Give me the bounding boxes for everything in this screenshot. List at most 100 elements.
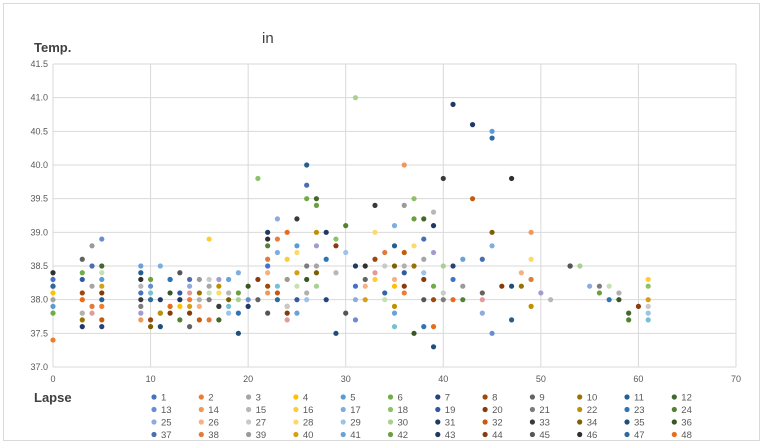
data-point-29 xyxy=(304,297,310,303)
data-point-9 xyxy=(187,324,193,330)
x-tick-label: 20 xyxy=(243,374,253,384)
data-point-31 xyxy=(79,324,85,330)
data-point-6 xyxy=(79,270,85,276)
legend-marker-20 xyxy=(482,406,488,413)
data-point-14 xyxy=(401,162,407,168)
legend-marker-24 xyxy=(671,406,677,413)
data-point-21 xyxy=(440,297,446,303)
data-point-39 xyxy=(196,276,202,283)
legend-label-26: 26 xyxy=(208,418,219,429)
data-point-52 xyxy=(430,249,437,256)
data-point-8 xyxy=(147,317,154,323)
legend-marker-5 xyxy=(340,394,346,400)
data-point-25 xyxy=(352,297,359,303)
data-point-3 xyxy=(89,283,95,289)
data-point-34 xyxy=(226,297,232,303)
data-point-25 xyxy=(187,283,193,289)
data-point-31 xyxy=(450,101,456,107)
data-point-32 xyxy=(469,196,476,202)
data-point-51 xyxy=(99,270,105,276)
legend-marker-26 xyxy=(198,419,204,425)
data-point-4 xyxy=(391,283,398,289)
data-point-11 xyxy=(508,317,515,323)
data-point-41 xyxy=(226,276,232,283)
legend-marker-34 xyxy=(577,419,583,425)
data-point-50 xyxy=(89,310,95,316)
legend-marker-16 xyxy=(293,406,299,413)
data-point-52 xyxy=(216,276,222,283)
data-point-49 xyxy=(79,310,85,316)
data-point-28 xyxy=(528,256,534,262)
data-point-33 xyxy=(440,175,446,182)
legend-label-4: 4 xyxy=(303,393,308,404)
y-tick-label: 40.0 xyxy=(30,160,48,170)
legend-label-48: 48 xyxy=(681,430,692,441)
data-point-2 xyxy=(274,236,281,242)
data-point-50 xyxy=(479,297,485,303)
data-point-43 xyxy=(157,297,163,303)
legend-marker-25 xyxy=(151,419,157,425)
legend-label-20: 20 xyxy=(492,405,503,416)
data-point-21 xyxy=(206,297,212,303)
data-point-51 xyxy=(382,297,388,303)
data-point-22 xyxy=(157,310,163,316)
data-point-16 xyxy=(284,256,290,262)
data-point-7 xyxy=(99,324,105,330)
data-point-14 xyxy=(138,317,144,323)
y-tick-label: 39.0 xyxy=(30,227,48,237)
data-point-44 xyxy=(333,243,339,249)
data-point-19 xyxy=(401,270,407,276)
data-point-40 xyxy=(645,297,651,303)
data-point-1 xyxy=(265,263,271,269)
data-point-50 xyxy=(284,317,290,323)
data-point-48 xyxy=(79,297,85,303)
legend-marker-17 xyxy=(340,406,346,413)
legend-marker-18 xyxy=(387,406,394,413)
data-point-38 xyxy=(206,317,212,323)
data-point-5 xyxy=(50,303,56,309)
data-point-26 xyxy=(362,283,368,289)
legend-label-21: 21 xyxy=(539,405,550,416)
data-point-41 xyxy=(138,263,144,269)
data-point-42 xyxy=(147,276,154,283)
x-axis-label: Lapse xyxy=(34,390,72,405)
legend-label-31: 31 xyxy=(445,418,456,429)
legend-marker-44 xyxy=(482,431,488,438)
data-point-6 xyxy=(430,283,437,289)
data-point-38 xyxy=(89,303,95,309)
legend-marker-15 xyxy=(246,406,252,413)
data-point-15 xyxy=(226,290,232,296)
data-point-32 xyxy=(99,317,105,323)
data-point-50 xyxy=(187,290,193,296)
legend-marker-3 xyxy=(246,394,252,400)
legend-label-38: 38 xyxy=(208,430,219,441)
data-point-25 xyxy=(274,216,281,222)
legend-marker-2 xyxy=(198,394,204,400)
legend-label-16: 16 xyxy=(303,405,314,416)
data-point-8 xyxy=(372,256,378,262)
legend-marker-38 xyxy=(198,431,204,438)
data-point-10 xyxy=(518,283,524,289)
data-point-2 xyxy=(50,337,56,343)
data-point-50 xyxy=(372,270,378,276)
data-point-6 xyxy=(50,310,56,316)
data-point-44 xyxy=(255,276,261,283)
legend-marker-13 xyxy=(151,406,157,413)
data-point-21 xyxy=(596,283,603,289)
data-point-28 xyxy=(216,290,222,296)
y-tick-label: 41.0 xyxy=(30,93,48,103)
y-tick-label: 37.0 xyxy=(30,362,48,372)
data-point-30 xyxy=(235,297,241,303)
data-point-22 xyxy=(391,303,398,309)
legend-label-12: 12 xyxy=(681,393,692,404)
legend-marker-40 xyxy=(293,431,299,438)
data-point-1 xyxy=(450,276,456,283)
legend-marker-35 xyxy=(624,419,630,425)
data-point-12 xyxy=(99,263,105,269)
data-point-39 xyxy=(401,202,407,208)
data-point-39 xyxy=(284,276,290,283)
data-point-18 xyxy=(411,196,417,202)
data-point-48 xyxy=(167,303,173,309)
legend-label-37: 37 xyxy=(161,430,172,441)
data-point-51 xyxy=(606,283,612,289)
